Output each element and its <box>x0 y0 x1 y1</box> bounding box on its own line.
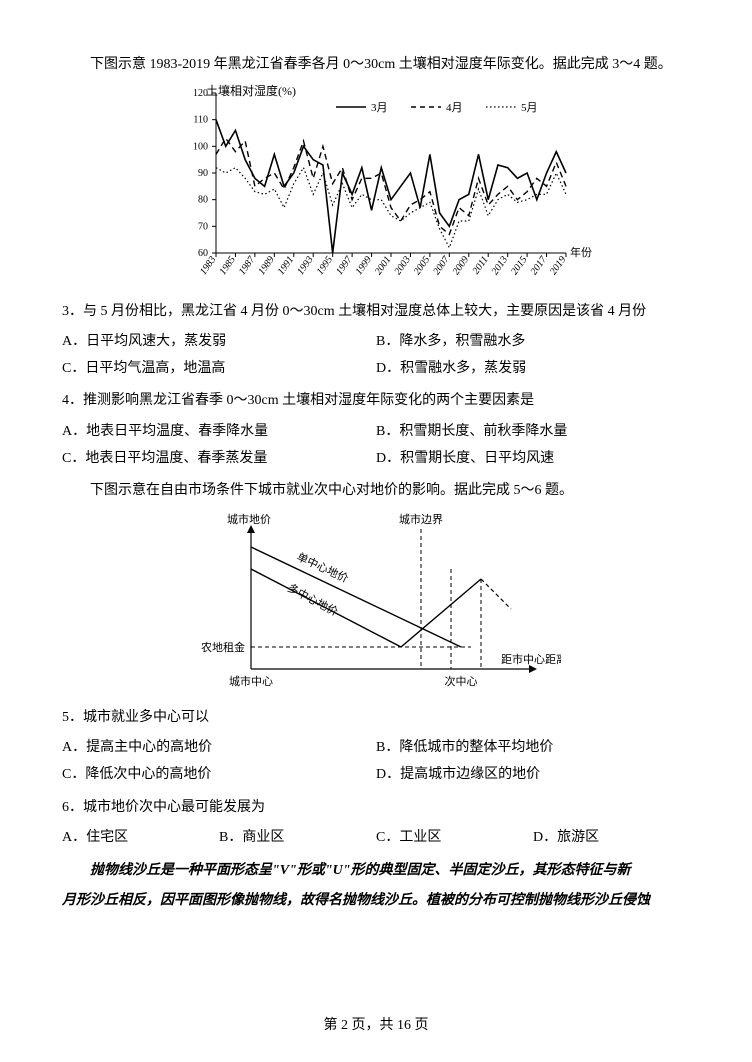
q4-D: D．积雪期长度、日平均风速 <box>376 451 554 466</box>
svg-text:城市地价: 城市地价 <box>227 512 271 526</box>
q6-B: B．商业区 <box>219 830 284 845</box>
q4-C: C．地表日平均温度、春季蒸发量 <box>62 451 267 466</box>
svg-text:100: 100 <box>193 141 208 152</box>
q3-D: D．积雪融水多，蒸发弱 <box>376 361 526 376</box>
svg-text:2001: 2001 <box>373 254 393 277</box>
svg-text:2017: 2017 <box>529 253 550 277</box>
svg-text:110: 110 <box>193 114 208 125</box>
q3-C: C．日平均气温高，地温高 <box>62 361 225 376</box>
q4-stem: 4．推测影响黑龙江省春季 0～30cm 土壤相对湿度年际变化的两个主要因素是 <box>62 388 690 415</box>
chart1-svg: 土壤相对湿度(%)6070809010011012019831985198719… <box>146 83 606 293</box>
svg-text:城市边界: 城市边界 <box>399 512 443 526</box>
para-2: 月形沙丘相反，因平面图形像抛物线，故得名抛物线沙丘。植被的分布可控制抛物线形沙丘… <box>62 888 690 915</box>
svg-text:年份: 年份 <box>570 245 592 259</box>
svg-text:70: 70 <box>198 221 208 232</box>
svg-text:2019: 2019 <box>548 254 568 277</box>
svg-text:2015: 2015 <box>509 254 529 277</box>
svg-text:120: 120 <box>193 88 208 99</box>
q3-stem: 3．与 5 月份相比，黑龙江省 4 月份 0～30cm 土壤相对湿度总体上较大，… <box>62 299 690 326</box>
q3-B: B．降水多，积雪融水多 <box>376 334 525 349</box>
svg-text:2011: 2011 <box>471 254 491 276</box>
svg-text:1999: 1999 <box>354 254 374 277</box>
page-footer: 第 2 页，共 16 页 <box>0 1013 752 1040</box>
q6-C: C．工业区 <box>376 830 441 845</box>
intro-chart2: 下图示意在自由市场条件下城市就业次中心对地价的影响。据此完成 5～6 题。 <box>62 478 690 505</box>
svg-text:农地租金: 农地租金 <box>201 640 245 654</box>
chart2-svg: 城市地价距市中心距离农地租金城市边界城市中心次中心单中心地价多中心地价 <box>191 509 561 699</box>
svg-text:1995: 1995 <box>315 254 335 277</box>
q5-A: A．提高主中心的高地价 <box>62 740 212 755</box>
svg-text:土壤相对湿度(%): 土壤相对湿度(%) <box>206 83 296 98</box>
svg-text:5月: 5月 <box>521 102 538 114</box>
svg-text:1997: 1997 <box>334 253 355 277</box>
q6-D: D．旅游区 <box>533 830 599 845</box>
svg-text:2009: 2009 <box>451 254 471 277</box>
svg-text:3月: 3月 <box>371 102 388 114</box>
svg-text:1993: 1993 <box>295 254 315 277</box>
q5-stem: 5．城市就业多中心可以 <box>62 705 690 732</box>
svg-text:2013: 2013 <box>490 254 510 277</box>
svg-text:2007: 2007 <box>431 253 452 277</box>
para-1: 抛物线沙丘是一种平面形态呈"V"形或"U"形的典型固定、半固定沙丘，其形态特征与… <box>62 858 690 885</box>
svg-text:90: 90 <box>198 168 208 179</box>
svg-text:次中心: 次中心 <box>445 674 478 688</box>
svg-text:1985: 1985 <box>217 254 237 277</box>
chart1-container: 土壤相对湿度(%)6070809010011012019831985198719… <box>62 83 690 293</box>
q5-C: C．降低次中心的高地价 <box>62 767 211 782</box>
q5-D: D．提高城市边缘区的地价 <box>376 767 540 782</box>
svg-text:80: 80 <box>198 194 208 205</box>
q4-A: A．地表日平均温度、春季降水量 <box>62 424 268 439</box>
svg-text:单中心地价: 单中心地价 <box>295 550 350 585</box>
svg-text:1987: 1987 <box>237 253 258 277</box>
svg-text:1991: 1991 <box>276 254 296 277</box>
svg-text:距市中心距离: 距市中心距离 <box>501 652 561 666</box>
svg-text:2003: 2003 <box>392 254 412 277</box>
svg-text:4月: 4月 <box>446 102 463 114</box>
svg-text:1989: 1989 <box>256 254 276 277</box>
q4-B: B．积雪期长度、前秋季降水量 <box>376 424 567 439</box>
q6-A: A．住宅区 <box>62 830 128 845</box>
q3-A: A．日平均风速大，蒸发弱 <box>62 334 226 349</box>
svg-text:城市中心: 城市中心 <box>229 674 273 688</box>
chart2-container: 城市地价距市中心距离农地租金城市边界城市中心次中心单中心地价多中心地价 <box>62 509 690 699</box>
svg-text:2005: 2005 <box>412 254 432 277</box>
q6-stem: 6．城市地价次中心最可能发展为 <box>62 795 690 822</box>
q5-B: B．降低城市的整体平均地价 <box>376 740 553 755</box>
intro-chart1: 下图示意 1983-2019 年黑龙江省春季各月 0～30cm 土壤相对湿度年际… <box>62 52 690 79</box>
